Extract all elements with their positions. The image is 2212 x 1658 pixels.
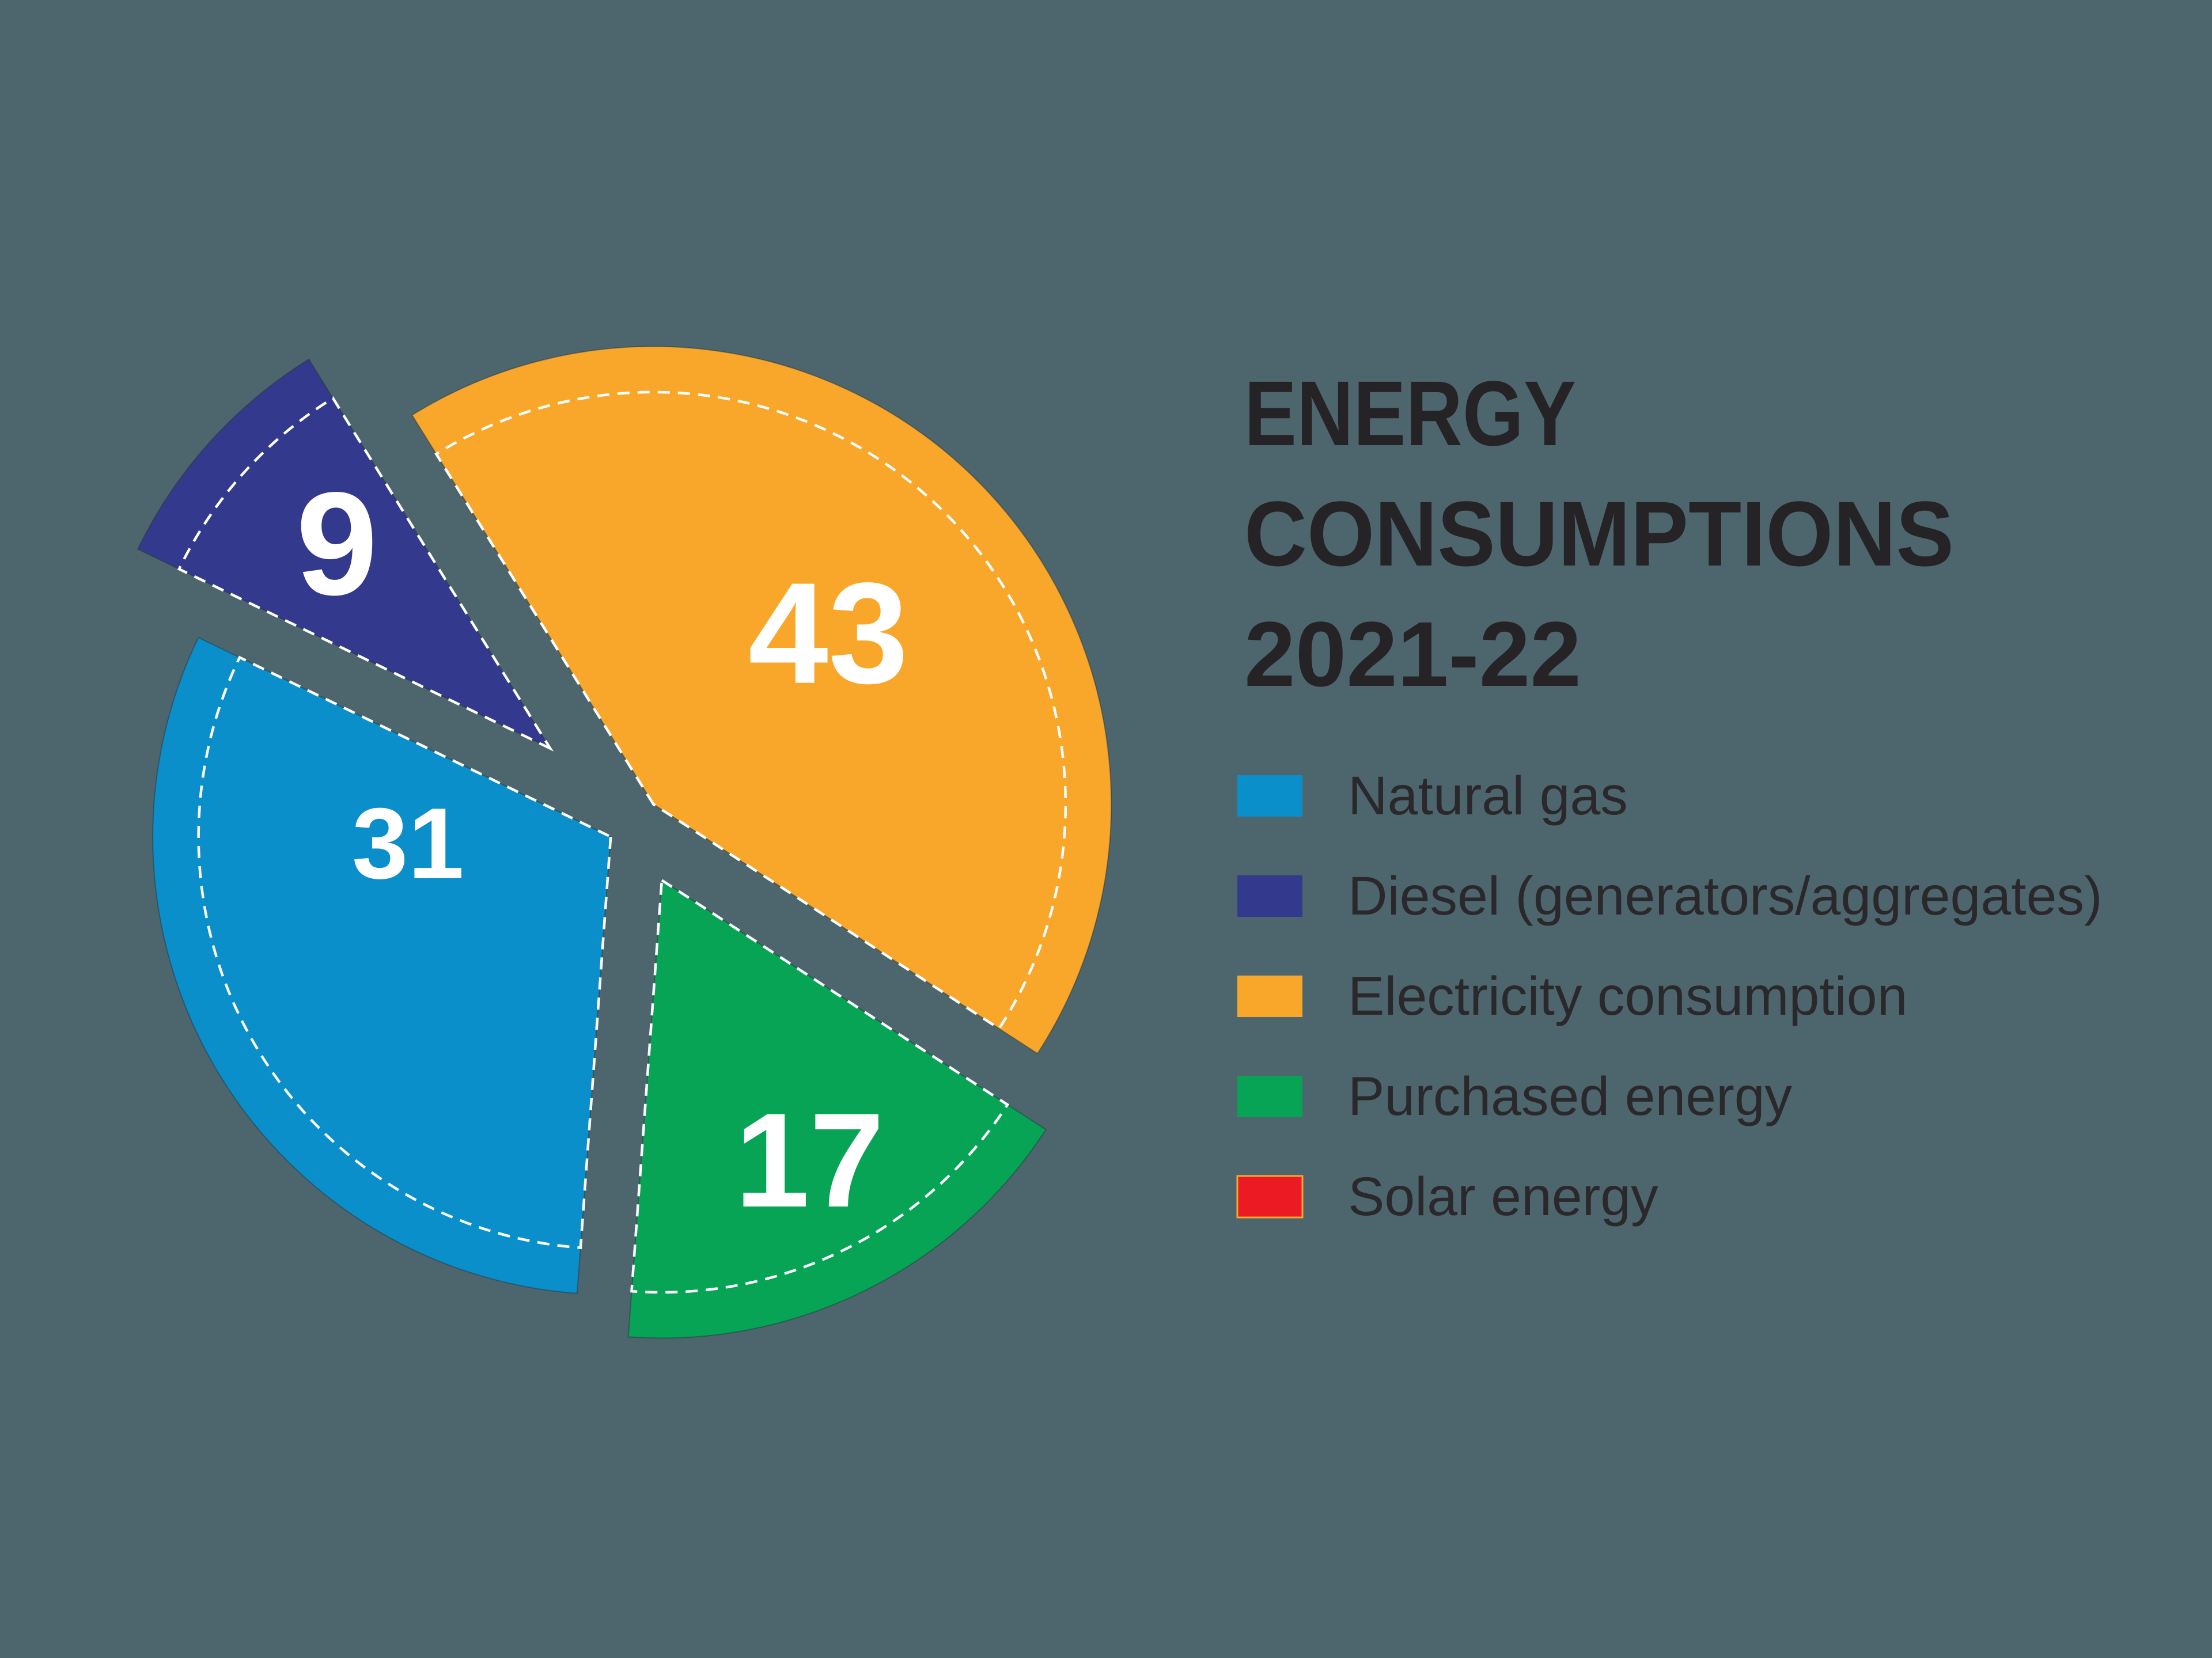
pie-chart: 43 17 31 9 [137, 346, 1112, 1339]
legend-swatch-natural_gas [1237, 775, 1302, 817]
pie-value-natural_gas: 31 [352, 788, 464, 900]
chart-title-line-2: CONSUMPTIONS [1244, 482, 1954, 585]
chart-title-line-1: ENERGY [1244, 362, 1576, 465]
legend-label-purchased: Purchased energy [1348, 1066, 1793, 1127]
pie-slice-diesel [137, 358, 552, 750]
legend-swatch-diesel [1237, 875, 1302, 917]
legend-swatch-electricity [1237, 976, 1302, 1017]
pie-slice-purchased [627, 879, 1047, 1339]
pie-slice-dashed-outline-purchased [630, 878, 1010, 1294]
legend-label-electricity: Electricity consumption [1348, 966, 1907, 1027]
pie-slice-electricity [411, 346, 1112, 1054]
pie-value-diesel: 9 [296, 462, 378, 626]
legend-item-natural_gas: Natural gas [1237, 765, 1628, 826]
legend: Natural gas Diesel (generators/aggregates… [1236, 765, 2103, 1227]
legend-item-solar: Solar energy [1236, 1166, 1658, 1227]
chart-title-line-3: 2021-22 [1244, 602, 1581, 705]
pie-slice-dashed-outline-diesel [177, 396, 554, 752]
legend-item-electricity: Electricity consumption [1237, 966, 1907, 1027]
legend-swatch-purchased [1237, 1076, 1302, 1117]
chart-title: ENERGY CONSUMPTIONS 2021-22 [1244, 362, 1954, 705]
legend-label-solar: Solar energy [1348, 1166, 1658, 1227]
pie-value-electricity: 43 [748, 553, 908, 714]
pie-slice-natural_gas [152, 636, 612, 1294]
legend-swatch-solar [1236, 1175, 1304, 1219]
legend-label-natural_gas: Natural gas [1348, 765, 1628, 826]
legend-item-diesel: Diesel (generators/aggregates) [1237, 866, 2103, 927]
legend-item-purchased: Purchased energy [1237, 1066, 1793, 1127]
pie-value-purchased: 17 [735, 1086, 884, 1235]
pie-slice-dashed-outline-natural_gas [197, 655, 612, 1250]
legend-label-diesel: Diesel (generators/aggregates) [1348, 866, 2103, 927]
pie-slice-dashed-outline-electricity [434, 390, 1067, 1031]
